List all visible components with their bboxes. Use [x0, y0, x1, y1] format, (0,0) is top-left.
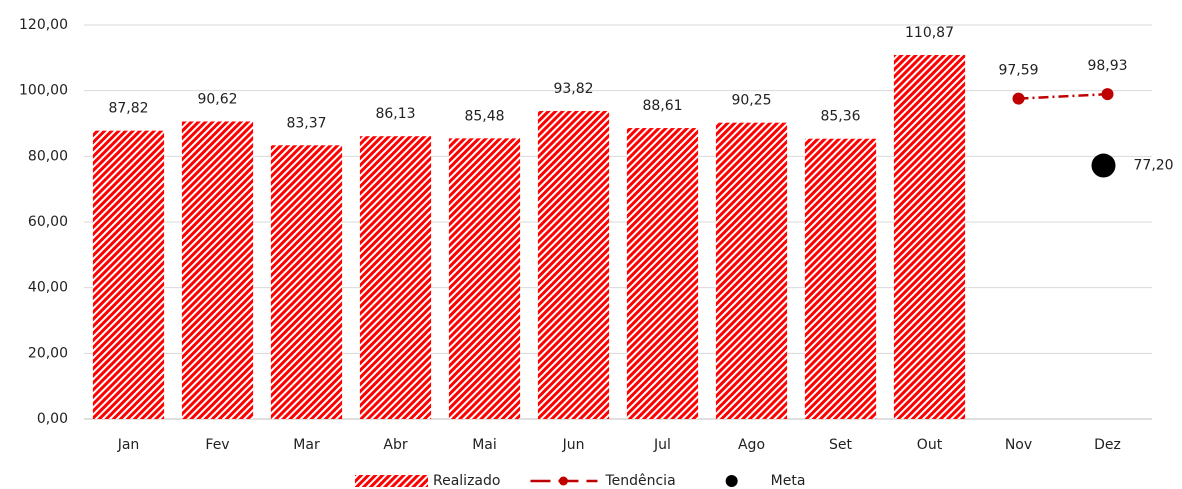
- x-tick-label: Set: [829, 437, 853, 453]
- y-tick-label: 0,00: [37, 411, 68, 427]
- trend-point: [1101, 88, 1114, 101]
- x-tick-label: Out: [917, 437, 943, 453]
- legend-label: Realizado: [433, 473, 500, 489]
- x-tick-label: Mai: [472, 437, 497, 453]
- x-tick-label: Abr: [383, 437, 407, 453]
- trend-point: [1012, 92, 1025, 105]
- trend-line: [1018, 92, 1108, 100]
- bar: [448, 138, 521, 419]
- bar: [359, 136, 432, 420]
- meta-point: [1091, 153, 1116, 178]
- data-label: 90,62: [197, 91, 237, 107]
- x-tick-label: Nov: [1005, 437, 1032, 453]
- data-label: 85,36: [820, 109, 860, 125]
- y-tick-label: 40,00: [28, 280, 68, 296]
- legend-label: Meta: [771, 473, 806, 489]
- y-tick-label: 20,00: [28, 345, 68, 361]
- y-tick-label: 80,00: [28, 148, 68, 164]
- x-tick-label: Ago: [738, 437, 765, 453]
- bar: [92, 130, 165, 420]
- y-tick-label: 120,00: [19, 17, 68, 33]
- bar: [804, 138, 877, 419]
- y-tick-label: 60,00: [28, 214, 68, 230]
- bar: [626, 128, 699, 419]
- data-label: 98,93: [1087, 58, 1127, 74]
- bar: [270, 145, 343, 419]
- bar: [537, 110, 610, 419]
- x-tick-label: Jan: [117, 437, 140, 453]
- x-tick-label: Fev: [205, 437, 229, 453]
- y-tick-label: 100,00: [19, 83, 68, 99]
- data-label: 87,82: [108, 101, 148, 117]
- bar: [893, 54, 966, 419]
- x-tick-label: Mar: [293, 437, 320, 453]
- data-label: 90,25: [731, 93, 771, 109]
- x-tick-label: Jun: [562, 437, 585, 453]
- data-label: 85,48: [464, 108, 504, 124]
- data-label: 97,59: [998, 63, 1038, 79]
- data-label: 86,13: [375, 106, 415, 122]
- data-label: 93,82: [553, 81, 593, 97]
- data-label: 83,37: [286, 115, 326, 131]
- bar: [715, 122, 788, 419]
- data-label: 77,20: [1134, 158, 1174, 174]
- legend-swatch: [355, 475, 428, 487]
- data-label: 88,61: [642, 98, 682, 114]
- legend-swatch: [725, 475, 738, 487]
- bar: [181, 121, 254, 420]
- data-label: 110,87: [905, 25, 954, 41]
- x-tick-label: Jul: [653, 437, 671, 453]
- legend-label: Tendência: [604, 473, 675, 489]
- legend-swatch: [558, 476, 568, 486]
- x-tick-label: Dez: [1094, 437, 1121, 453]
